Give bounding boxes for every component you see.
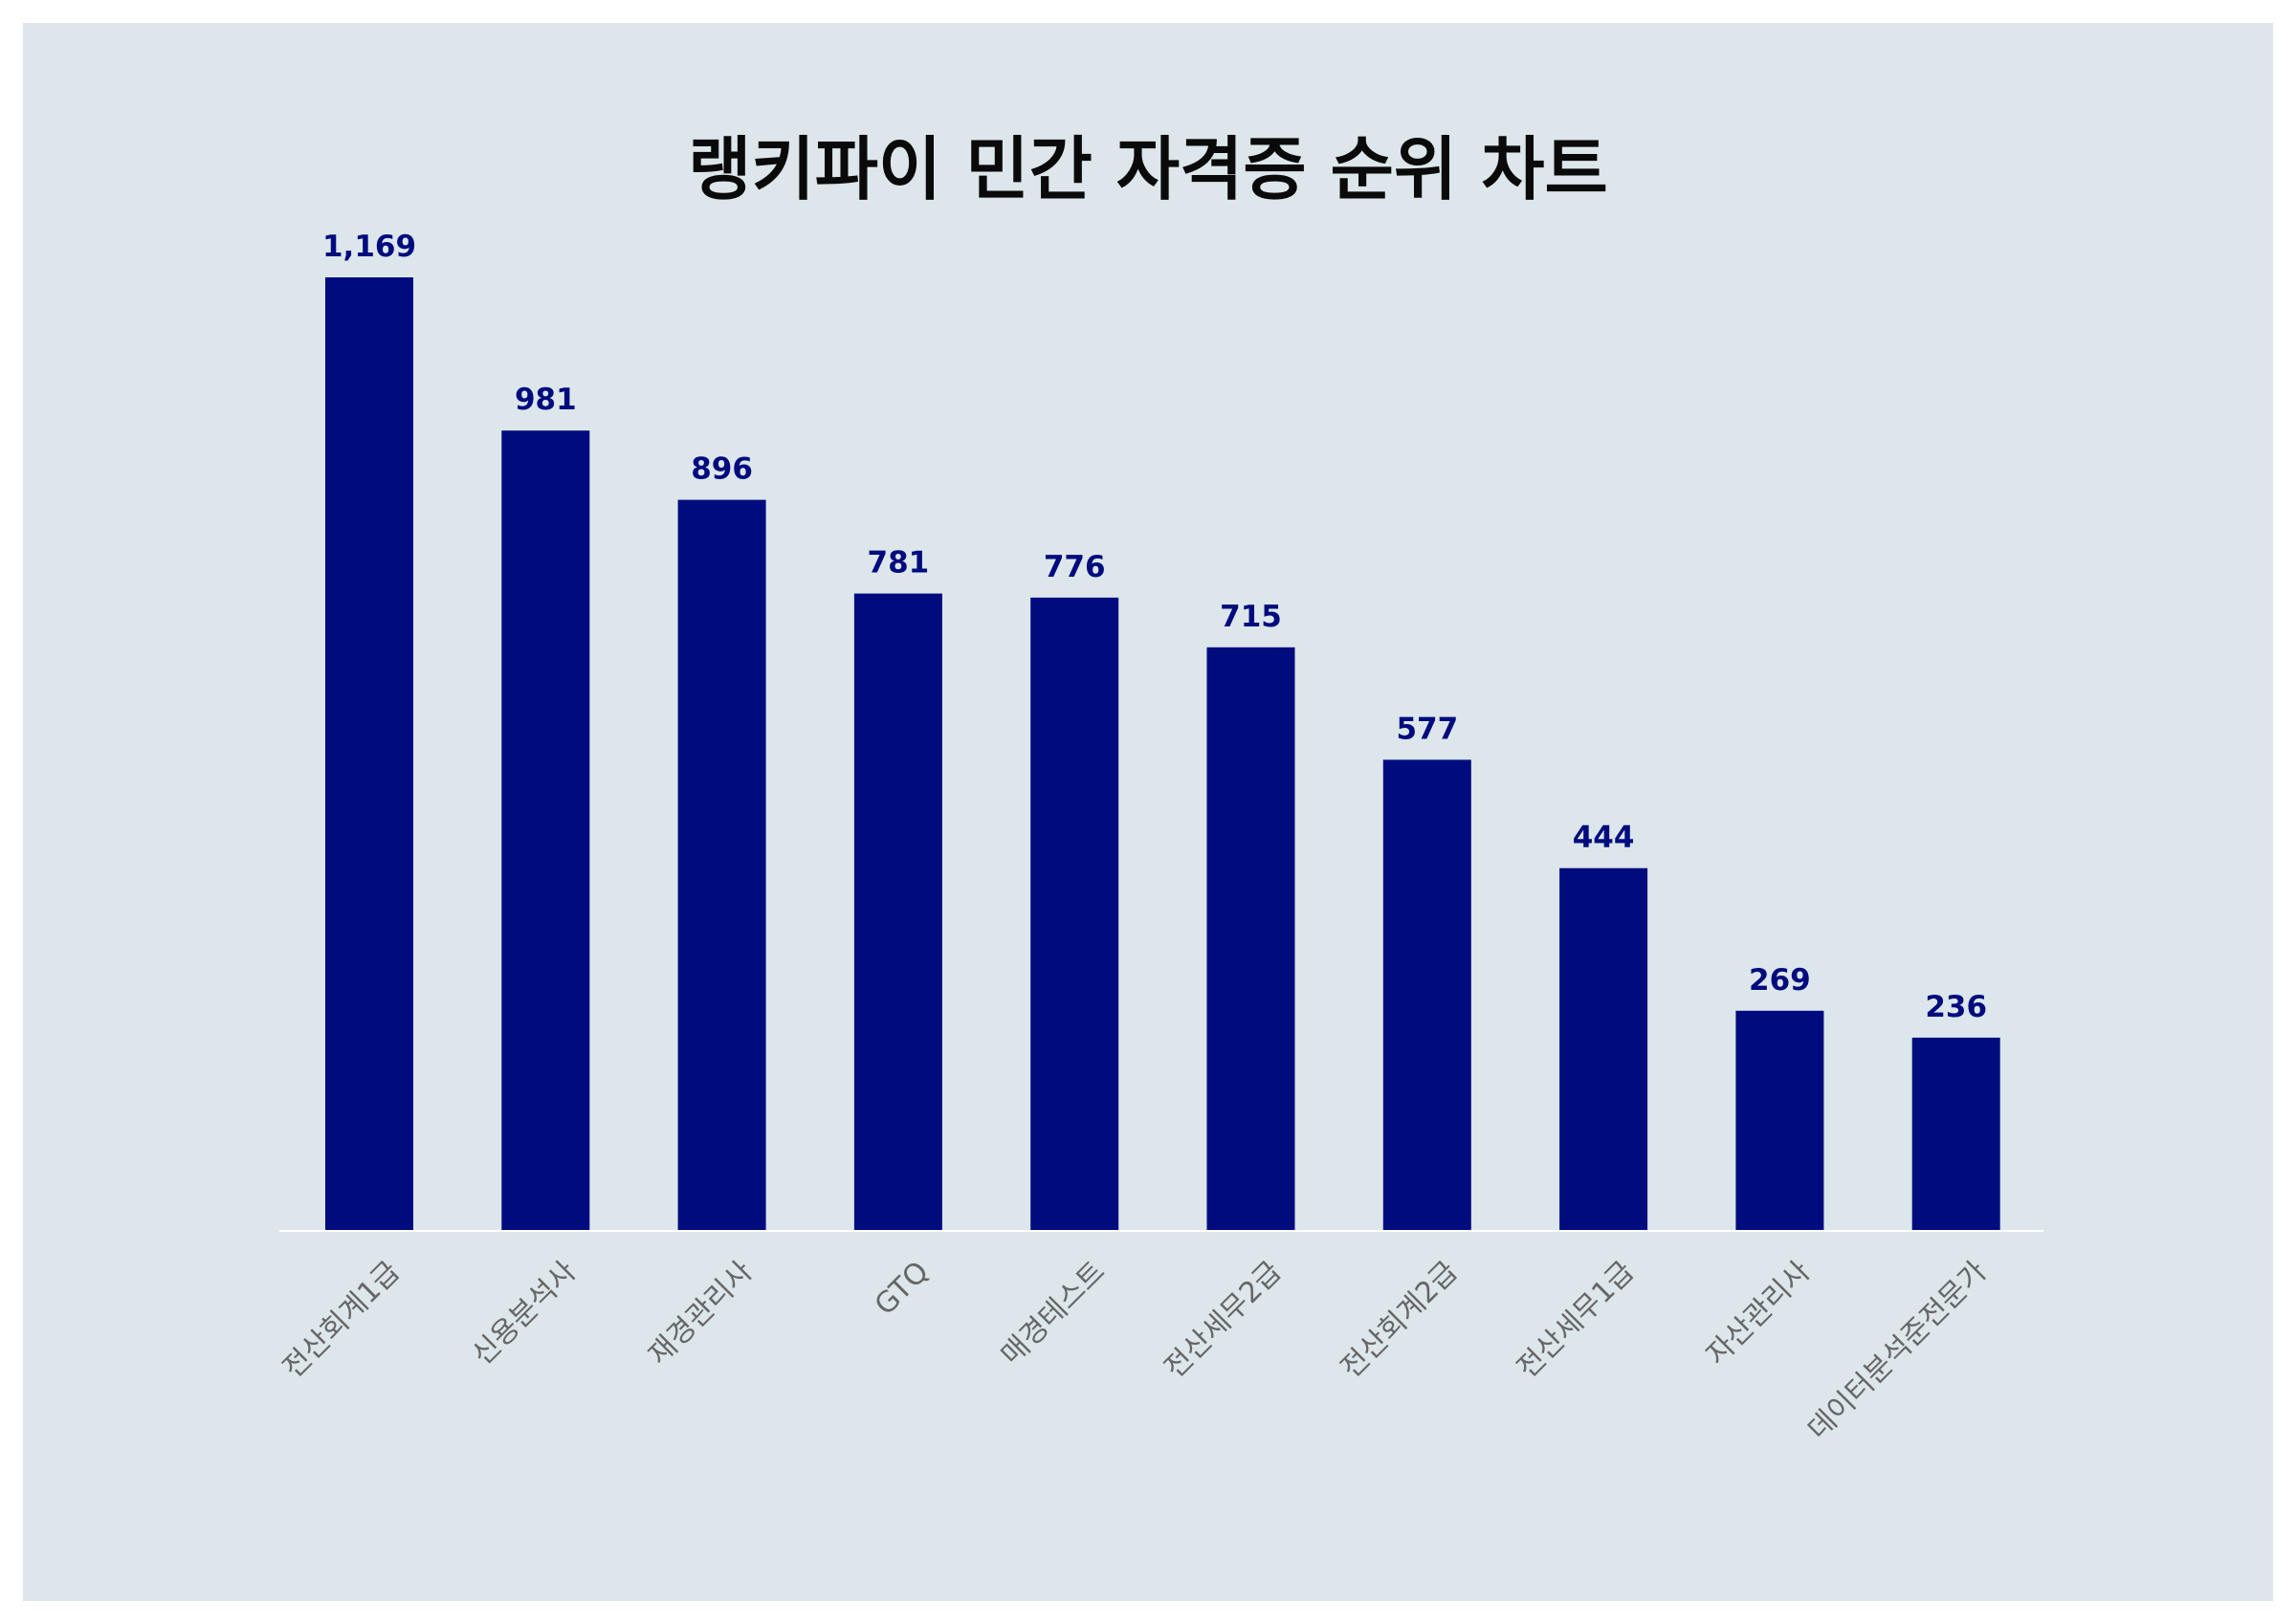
value-label-2: 981 <box>515 383 577 417</box>
bar-7 <box>1382 759 1471 1230</box>
tick-label-9: 자산관리사 <box>1700 1255 1817 1372</box>
tick-label-1: 전산회계1급 <box>276 1255 407 1385</box>
bar-10 <box>1911 1037 2000 1230</box>
chart-title: 랭키파이 민간 자격증 순위 차트 <box>688 129 1608 209</box>
bar-9 <box>1735 1010 1824 1230</box>
tick-labels-group: 전산회계1급 신용분석사 재경관리사 GTQ 매경테스트 전산세무2급 전산회계2급 전산세무… <box>276 1255 1994 1446</box>
tick-label-7: 전산회계2급 <box>1335 1255 1465 1385</box>
bar-3 <box>677 499 766 1230</box>
tick-label-3: 재경관리사 <box>642 1255 759 1372</box>
value-label-5: 776 <box>1044 550 1106 584</box>
bar-4 <box>853 593 942 1230</box>
value-label-6: 715 <box>1220 600 1282 634</box>
value-label-8: 444 <box>1573 821 1635 855</box>
bar-5 <box>1030 597 1119 1230</box>
bar-1 <box>325 277 413 1230</box>
tick-label-10: 데이터분석준전문가 <box>1801 1255 1993 1446</box>
value-label-10: 236 <box>1925 990 1987 1024</box>
tick-label-4: GTQ <box>869 1255 936 1322</box>
tick-label-2: 신용분석사 <box>466 1255 583 1372</box>
value-label-4: 781 <box>868 546 930 581</box>
tick-label-5: 매경테스트 <box>995 1255 1112 1372</box>
tick-label-8: 전산세무1급 <box>1511 1255 1641 1385</box>
value-label-9: 269 <box>1749 963 1811 998</box>
bars-group <box>325 277 2000 1230</box>
bar-6 <box>1206 647 1295 1230</box>
bar-2 <box>501 430 590 1230</box>
value-label-7: 577 <box>1396 712 1458 746</box>
tick-label-6: 전산세무2급 <box>1159 1255 1289 1385</box>
bar-8 <box>1559 867 1648 1230</box>
value-label-3: 896 <box>691 452 753 487</box>
value-label-1: 1,169 <box>322 230 416 264</box>
value-labels-group: 1,169 981 896 781 776 715 577 444 269 236 <box>322 230 1987 1024</box>
